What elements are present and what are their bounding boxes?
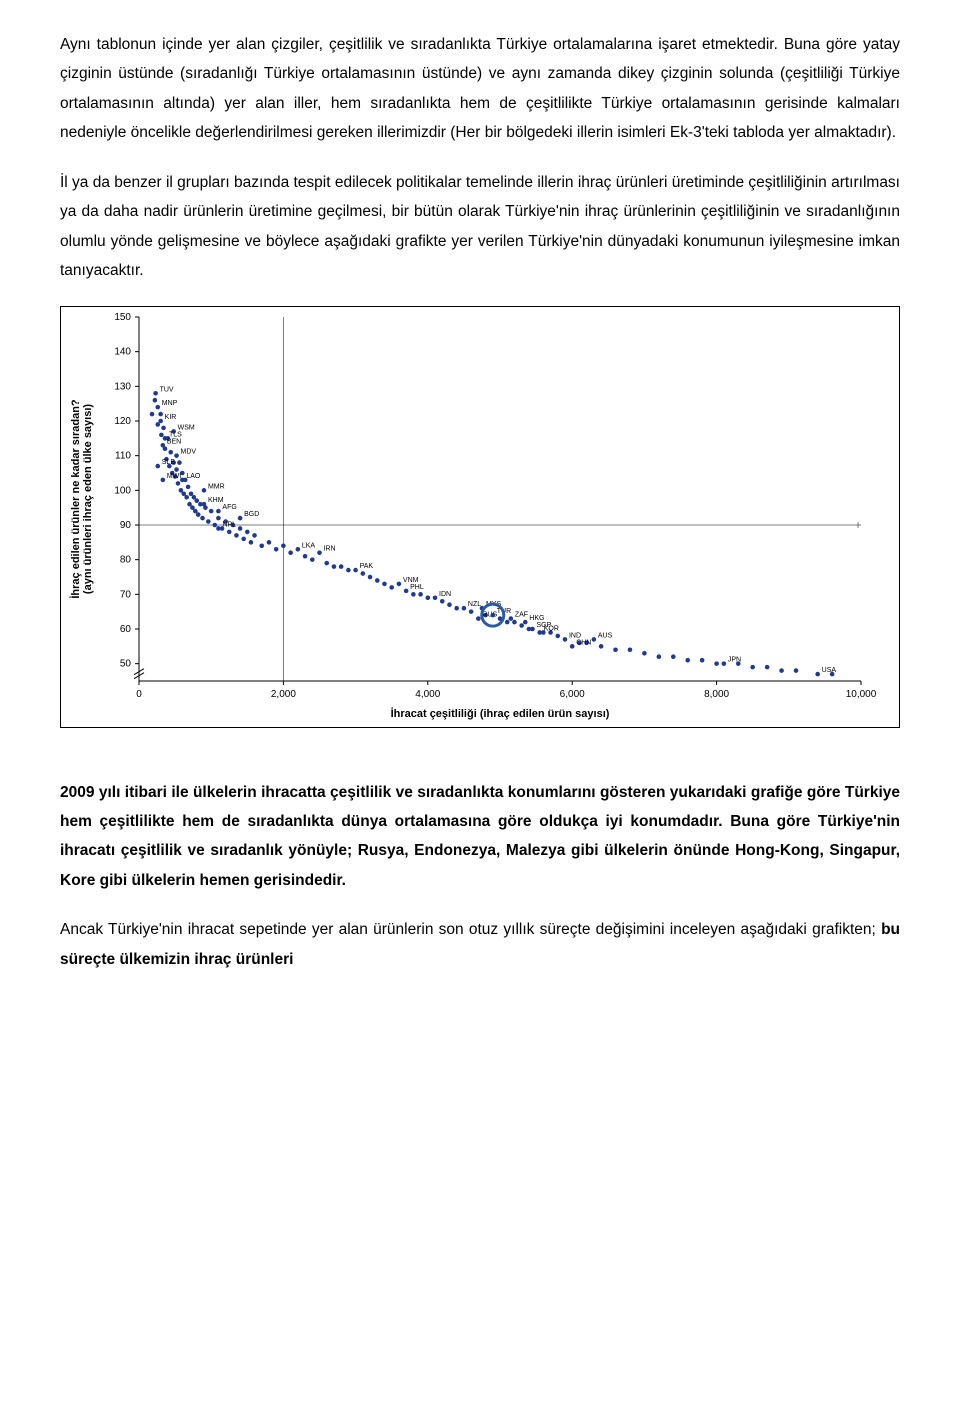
svg-text:MWI: MWI xyxy=(167,472,181,479)
svg-text:70: 70 xyxy=(120,589,132,600)
svg-text:90: 90 xyxy=(120,520,132,531)
svg-text:MMR: MMR xyxy=(208,483,225,490)
svg-text:130: 130 xyxy=(114,381,131,392)
svg-text:2,000: 2,000 xyxy=(271,689,296,700)
svg-text:JPN: JPN xyxy=(728,656,741,663)
svg-text:AUS: AUS xyxy=(598,632,613,639)
svg-text:İhraç edilen ürünler ne kadar: İhraç edilen ürünler ne kadar sıradan?(a… xyxy=(69,399,94,599)
svg-text:BGD: BGD xyxy=(244,511,259,518)
paragraph-2: İl ya da benzer il grupları bazında tesp… xyxy=(60,168,900,286)
svg-text:AFG: AFG xyxy=(222,504,236,511)
paragraph-3-text: 2009 yılı itibari ile ülkelerin ihracatt… xyxy=(60,784,900,889)
svg-text:RUS: RUS xyxy=(482,611,497,618)
svg-text:İhracat çeşitliliği (ihraç edi: İhracat çeşitliliği (ihraç edilen ürün s… xyxy=(391,707,610,720)
svg-text:TUV: TUV xyxy=(160,386,174,393)
svg-text:KIR: KIR xyxy=(165,414,177,421)
svg-text:110: 110 xyxy=(115,450,131,461)
svg-text:KOR: KOR xyxy=(544,625,559,632)
svg-text:IRN: IRN xyxy=(324,545,336,552)
svg-text:NZL: NZL xyxy=(468,601,481,608)
svg-text:140: 140 xyxy=(114,346,131,357)
svg-text:USA: USA xyxy=(822,667,837,674)
paragraph-4: Ancak Türkiye'nin ihracat sepetinde yer … xyxy=(60,915,900,974)
svg-text:0: 0 xyxy=(136,689,142,700)
svg-text:LAO: LAO xyxy=(186,472,201,479)
svg-text:LKA: LKA xyxy=(302,542,316,549)
paragraph-3: 2009 yılı itibari ile ülkelerin ihracatt… xyxy=(60,778,900,896)
svg-text:SLB: SLB xyxy=(162,459,176,466)
svg-text:KHM: KHM xyxy=(208,497,224,504)
svg-text:MNP: MNP xyxy=(162,400,178,407)
svg-text:150: 150 xyxy=(114,312,131,323)
svg-text:6,000: 6,000 xyxy=(560,689,585,700)
svg-text:8,000: 8,000 xyxy=(704,689,729,700)
svg-text:4,000: 4,000 xyxy=(415,689,440,700)
svg-text:60: 60 xyxy=(120,624,132,635)
paragraph-4-lead: Ancak Türkiye'nin ihracat sepetinde yer … xyxy=(60,921,881,938)
svg-text:120: 120 xyxy=(114,416,131,427)
svg-text:NPL: NPL xyxy=(222,521,236,528)
svg-text:MDV: MDV xyxy=(181,448,197,455)
svg-text:100: 100 xyxy=(114,485,131,496)
scatter-chart: 0 2,000 4,000 6,000 8,000 10,000 50 60 70 80 90 100… xyxy=(61,307,881,727)
svg-text:PAK: PAK xyxy=(360,563,374,570)
scatter-chart-container: 0 2,000 4,000 6,000 8,000 10,000 50 60 70 80 90 100… xyxy=(60,306,900,728)
svg-text:CHN: CHN xyxy=(576,639,591,646)
svg-text:IDN: IDN xyxy=(439,590,451,597)
svg-text:50: 50 xyxy=(120,658,132,669)
paragraph-1: Aynı tablonun içinde yer alan çizgiler, … xyxy=(60,30,900,148)
svg-text:80: 80 xyxy=(120,554,132,565)
svg-text:BEN: BEN xyxy=(167,438,181,445)
svg-text:PHL: PHL xyxy=(410,583,424,590)
svg-text:ZAF: ZAF xyxy=(515,611,528,618)
svg-text:10,000: 10,000 xyxy=(846,689,877,700)
